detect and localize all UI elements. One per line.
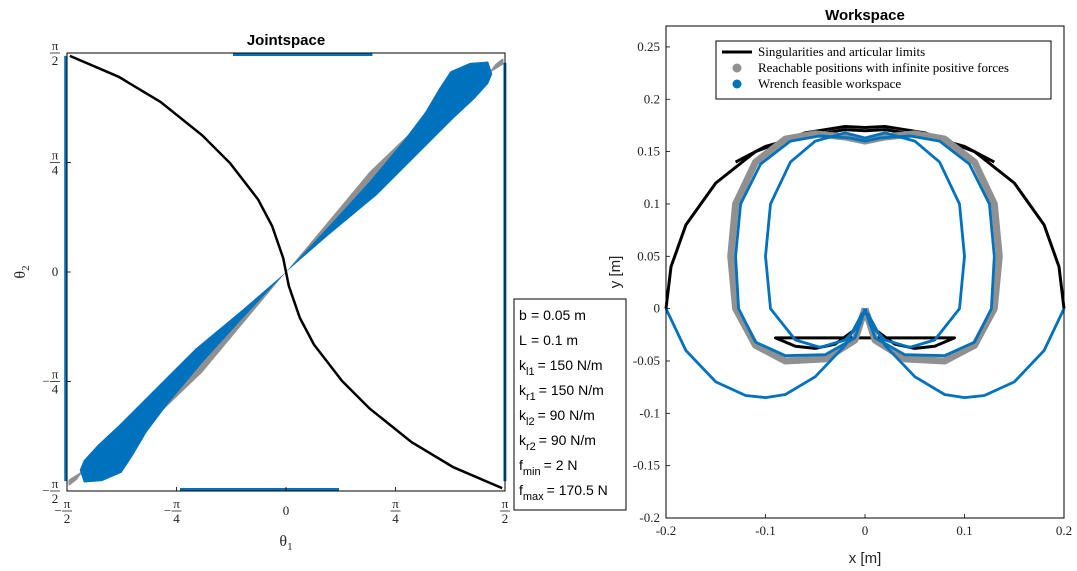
parameter-3: kr1 = 150 N/m xyxy=(519,382,604,403)
legend-label: Wrench feasible workspace xyxy=(758,76,901,91)
legend-label: Singularities and articular limits xyxy=(758,44,925,59)
workspace-y-ticks: -0.2 -0.15 -0.1 -0.05 0 0.05 0.1 0.15 0.2 0.25 xyxy=(633,39,670,525)
tick-numerator: π xyxy=(52,476,59,491)
tick-denominator: 4 xyxy=(173,511,180,526)
y-tick-label: 0.25 xyxy=(637,39,660,54)
x-tick-label: 0 xyxy=(283,503,290,518)
x-tick-label: -0.1 xyxy=(755,523,776,538)
parameter-box: b = 0.05 m L = 0.1 m kl1 = 150 N/m kr1 = 150 N/… xyxy=(513,298,627,511)
series-feasible-lower xyxy=(664,307,1066,399)
x-tick-label: π2 xyxy=(500,496,510,526)
y-tick-label: 0 xyxy=(654,301,661,316)
parameter-0: b = 0.05 m xyxy=(519,307,586,323)
y-tick-label: 0.15 xyxy=(637,144,660,159)
legend-dot-marker xyxy=(732,79,742,89)
tick-numerator: π xyxy=(392,496,399,511)
x-tick-label: 0.1 xyxy=(956,523,972,538)
jointspace-xlabel: θ1 xyxy=(279,533,292,553)
singularity-curve xyxy=(69,54,503,490)
x-tick-label: -0.2 xyxy=(656,523,677,538)
parameter-6: fmin = 2 N xyxy=(519,457,577,478)
tick-sign: − xyxy=(42,483,49,498)
tick-numerator: π xyxy=(52,367,59,382)
tick-label: 0 xyxy=(283,503,290,518)
tick-numerator: π xyxy=(173,496,180,511)
tick-numerator: π xyxy=(52,148,59,163)
tick-denominator: 2 xyxy=(52,491,59,506)
series-feasible-outer xyxy=(734,134,996,358)
jointspace-plot-area xyxy=(64,53,507,491)
series-feasible-inner xyxy=(764,131,966,349)
parameter-1: L = 0.1 m xyxy=(519,332,578,348)
y-tick-label: 0.05 xyxy=(637,248,660,263)
y-tick-label: -0.2 xyxy=(639,510,660,525)
parameter-list: b = 0.05 m L = 0.1 m kl1 = 150 N/m kr1 = 150 N/… xyxy=(519,307,608,503)
parameter-7: fmax = 170.5 N xyxy=(519,482,608,503)
x-tick-label: 0 xyxy=(862,523,869,538)
parameter-box-frame xyxy=(513,298,627,511)
y-tick-label: π2 xyxy=(50,38,60,68)
y-tick-label: − π4 xyxy=(42,367,60,397)
legend-items: Singularities and articular limitsReacha… xyxy=(722,44,1009,91)
y-tick-label: -0.15 xyxy=(633,458,660,473)
tick-denominator: 2 xyxy=(52,53,59,68)
workspace-plot-area xyxy=(664,125,1066,399)
workspace-ylabel: y [m] xyxy=(607,256,624,289)
jointspace-title: Jointspace xyxy=(247,32,325,49)
tick-sign: − xyxy=(42,374,49,389)
tick-numerator: π xyxy=(52,38,59,53)
y-tick-label: -0.05 xyxy=(633,353,660,368)
workspace-x-ticks: -0.2 -0.1 0 0.1 0.2 xyxy=(656,514,1072,538)
tick-denominator: 4 xyxy=(392,511,399,526)
workspace-legend: Singularities and articular limitsReacha… xyxy=(715,40,1052,100)
y-tick-label: -0.1 xyxy=(639,405,660,420)
tick-numerator: π xyxy=(502,496,509,511)
legend-label: Reachable positions with infinite positi… xyxy=(758,60,1009,75)
legend-dot-marker xyxy=(732,63,742,73)
y-tick-label: π4 xyxy=(50,148,60,178)
workspace-panel: Workspace -0.2 -0.1 0 0.1 0.2 -0.2-0.15-0.1-… xyxy=(607,7,1072,567)
y-tick-label: 0.1 xyxy=(644,196,660,211)
parameter-5: kr2 = 90 N/m xyxy=(519,432,596,453)
parameter-4: kl2 = 90 N/m xyxy=(519,407,595,428)
tick-sign: − xyxy=(164,503,171,518)
workspace-axes-box xyxy=(665,25,1065,519)
tick-numerator: π xyxy=(64,496,71,511)
tick-denominator: 4 xyxy=(52,382,59,397)
x-tick-label: 0.2 xyxy=(1056,523,1072,538)
tick-label: 0 xyxy=(52,264,59,279)
y-tick-label: 0 xyxy=(52,264,59,279)
tick-denominator: 2 xyxy=(502,511,509,526)
legend-frame xyxy=(715,40,1052,100)
x-tick-label: − π2 xyxy=(54,496,72,526)
jointspace-ylabel: θ2 xyxy=(12,265,32,278)
tick-denominator: 4 xyxy=(52,163,59,178)
series-singularity xyxy=(664,125,1066,309)
y-tick-label: 0.2 xyxy=(644,91,660,106)
workspace-xlabel: x [m] xyxy=(849,550,882,567)
x-tick-label: π4 xyxy=(390,496,401,526)
parameter-2: kl1 = 150 N/m xyxy=(519,357,603,378)
series-reachable xyxy=(727,130,1003,365)
x-tick-label: − π4 xyxy=(164,496,182,526)
y-tick-label: − π2 xyxy=(42,476,60,506)
tick-denominator: 2 xyxy=(64,511,71,526)
tick-sign: − xyxy=(54,503,61,518)
workspace-title: Workspace xyxy=(825,7,905,24)
